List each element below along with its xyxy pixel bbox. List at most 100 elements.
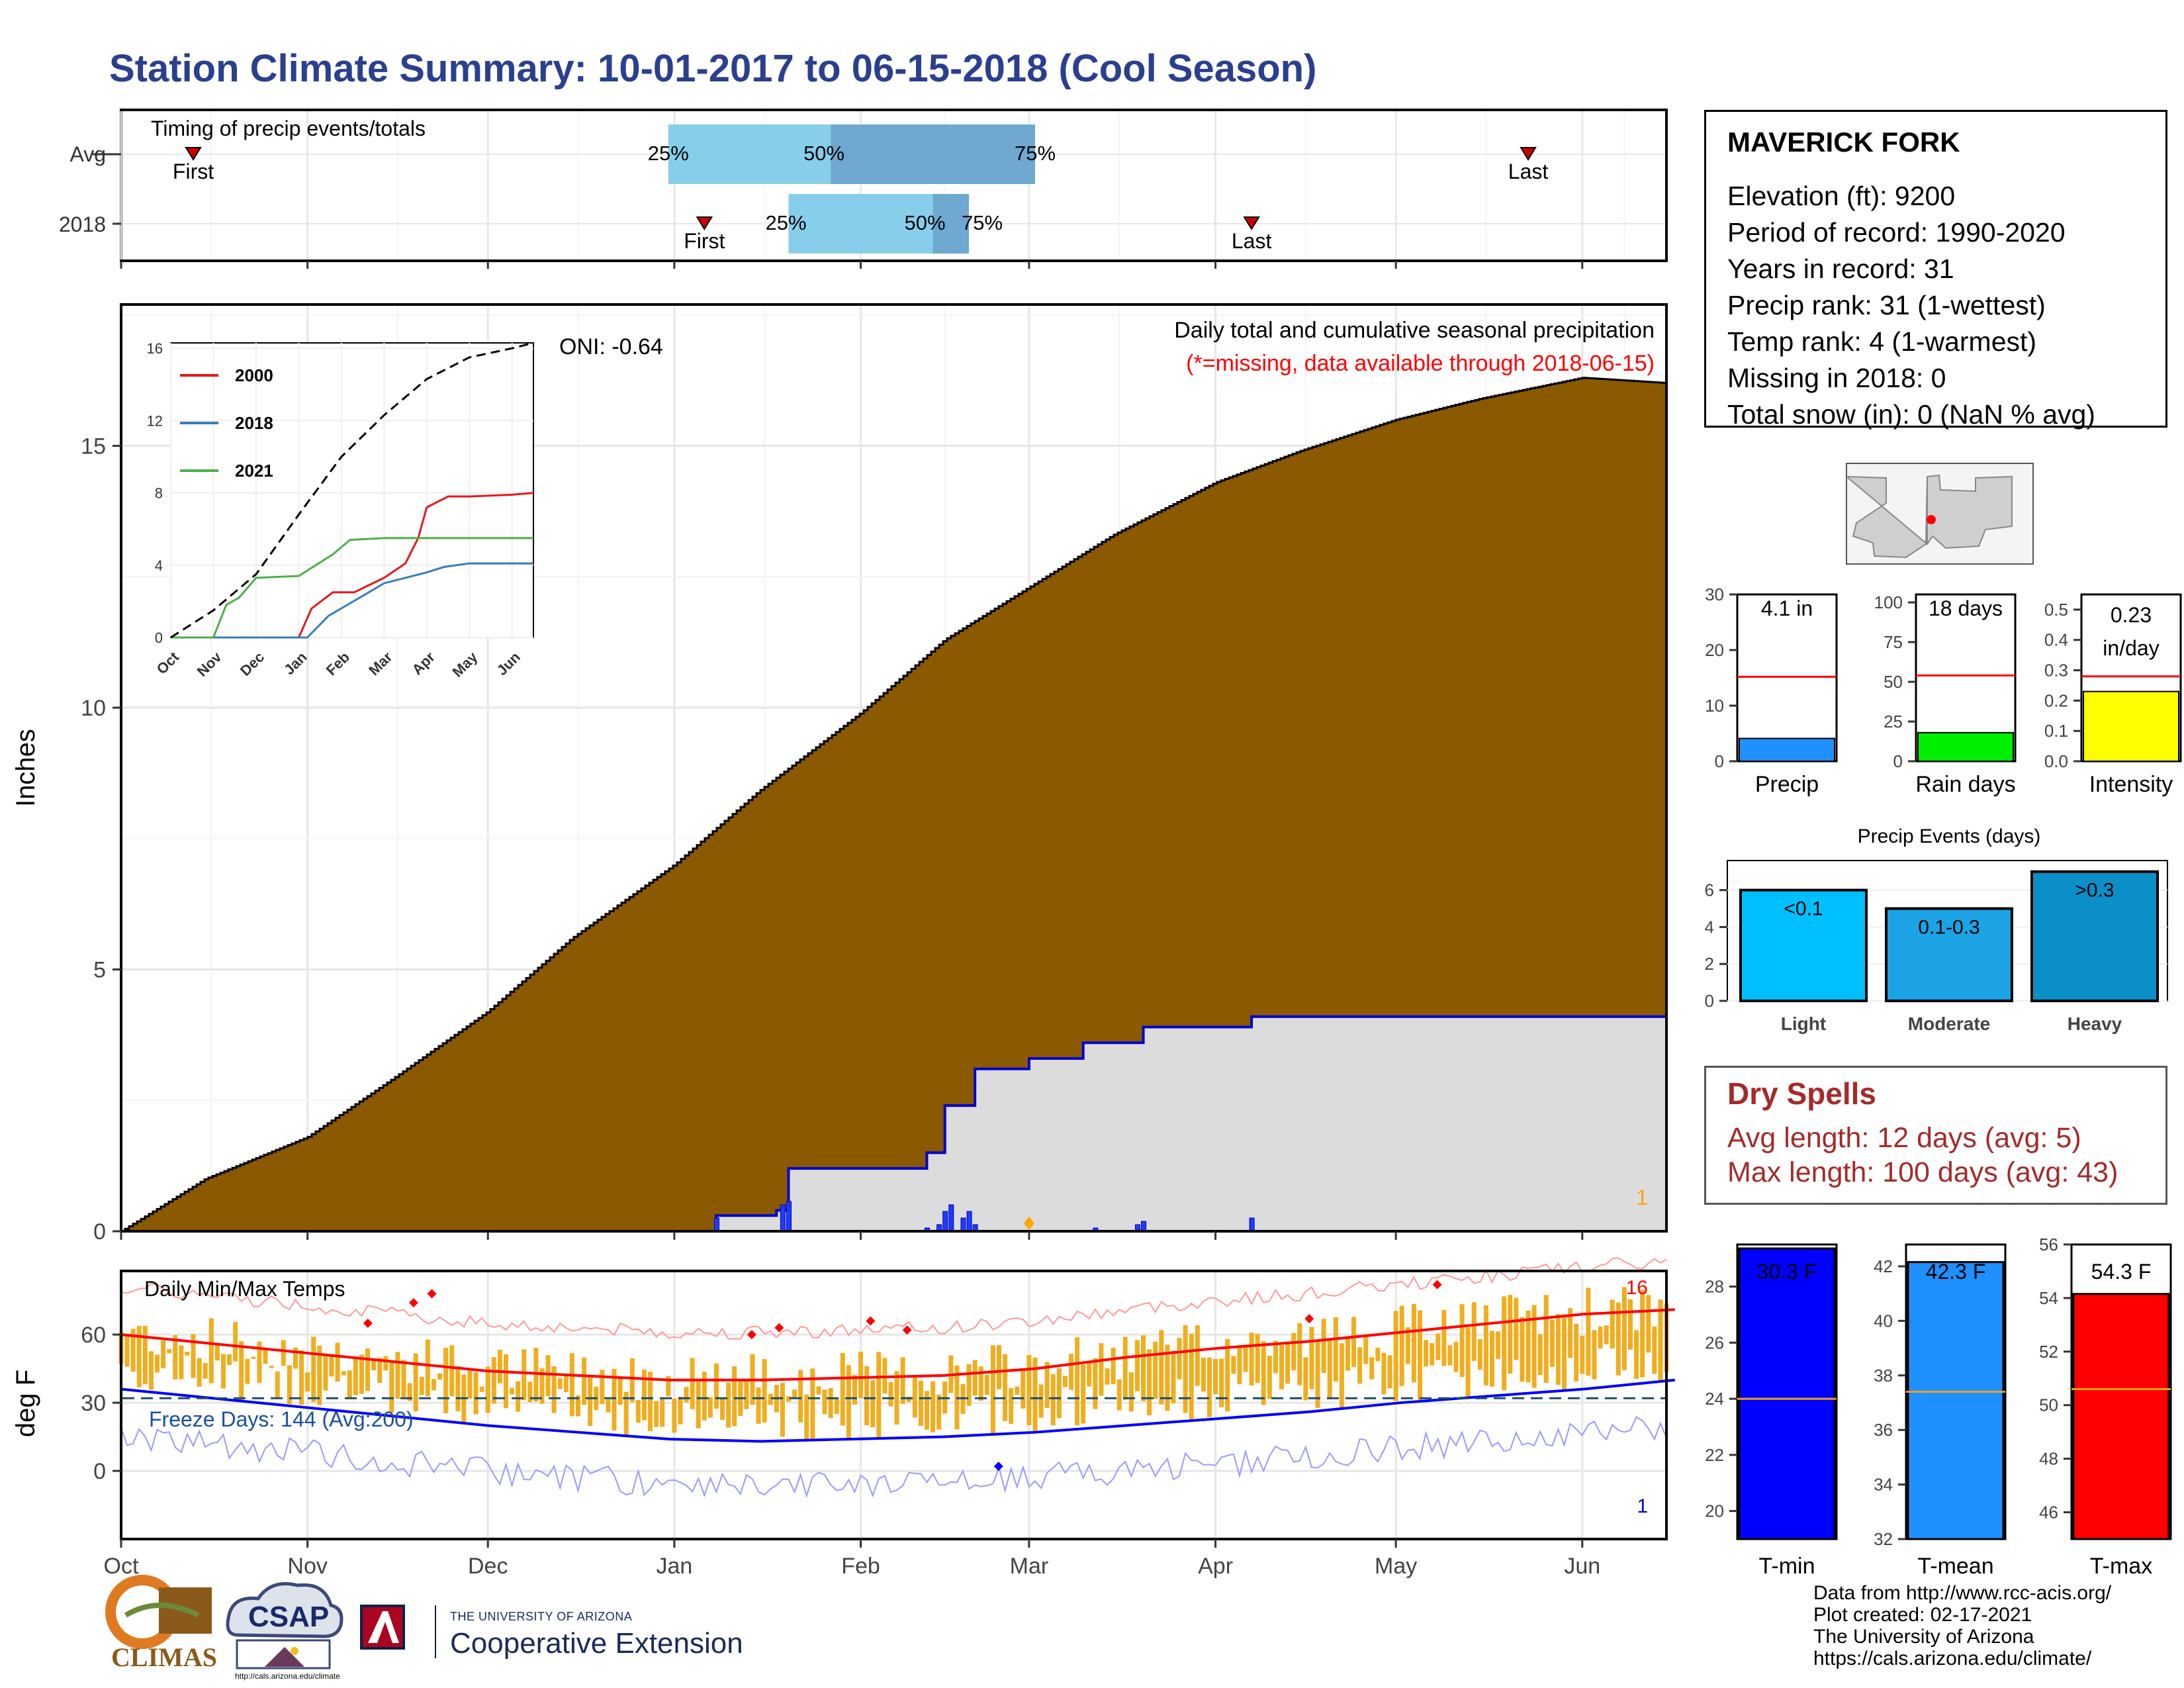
daily-temp-bar	[924, 1391, 929, 1430]
x-tick-label: May	[1375, 1554, 1417, 1579]
daily-temp-bar	[1038, 1384, 1044, 1418]
daily-temp-bar	[822, 1389, 827, 1415]
daily-temp-bar	[563, 1374, 569, 1393]
timing-bar-25-50	[668, 124, 831, 184]
daily-temp-bar	[233, 1322, 238, 1362]
ua-logo-letter	[368, 1611, 399, 1643]
daily-temp-bar	[1435, 1333, 1441, 1360]
daily-temp-bar	[1032, 1358, 1038, 1432]
daily-temp-bar	[1026, 1354, 1032, 1426]
summary-bar-ytick-label: 0	[1893, 751, 1903, 771]
temp-bar-ytick-label: 42	[1874, 1256, 1893, 1276]
daily-temp-bar	[1225, 1338, 1230, 1412]
daily-temp-bar	[1574, 1323, 1579, 1382]
daily-temp-bar	[726, 1382, 731, 1428]
precip-panel-title: Daily total and cumulative seasonal prec…	[1174, 318, 1655, 343]
station-temp-rank: Temp rank: 4 (1-warmest)	[1727, 326, 2037, 357]
daily-temp-bar	[1303, 1357, 1308, 1401]
daily-temp-bar	[1044, 1362, 1050, 1408]
daily-temp-bar	[732, 1366, 737, 1427]
daily-temp-bar	[672, 1398, 677, 1433]
daily-precip-bar	[1141, 1221, 1147, 1232]
dry-spells-box: Dry Spells Avg length: 12 days (avg: 5) …	[1704, 1066, 2167, 1205]
daily-temp-bar	[1586, 1288, 1591, 1376]
daily-temp-bar	[707, 1397, 713, 1418]
precip-ylabel: Inches	[11, 729, 40, 807]
credit-line: Plot created: 02-17-2021	[1813, 1604, 2032, 1626]
daily-temp-bar	[569, 1353, 574, 1417]
precip-events-bar	[1739, 888, 1868, 1003]
station-missing: Missing in 2018: 0	[1727, 363, 1946, 393]
daily-temp-bar	[1520, 1317, 1525, 1382]
precip-panel: Daily total and cumulative seasonal prec…	[11, 303, 1668, 1244]
timing-p75-label: 75%	[962, 211, 1003, 234]
timing-p25-label: 25%	[648, 142, 689, 165]
daily-temp-bar	[1189, 1333, 1194, 1420]
daily-temp-bar	[551, 1366, 557, 1413]
inset-line-2000	[171, 492, 534, 639]
inset-line-2021	[171, 537, 533, 639]
daily-temp-bar	[557, 1378, 563, 1389]
daily-temp-bar	[1201, 1357, 1206, 1392]
daily-temp-bar	[1580, 1335, 1585, 1374]
temp-bar-ytick-label: 46	[2039, 1503, 2058, 1523]
daily-temp-bar	[516, 1381, 521, 1412]
daily-temp-bar	[1369, 1357, 1375, 1380]
csap-cloud-icon	[226, 1582, 343, 1638]
daily-temp-bar	[1465, 1327, 1471, 1397]
first-label: First	[684, 229, 725, 253]
precip-events-ytick-label: 0	[1705, 991, 1714, 1011]
timing-panel: 25% 50% 75% First Last 25% 50% 75% First Last Tim…	[59, 109, 1668, 269]
daily-temp-bar	[1134, 1340, 1140, 1391]
daily-temp-bar	[702, 1372, 707, 1421]
cumulative-2018-line	[121, 1015, 1666, 1233]
daily-temp-bar	[918, 1380, 923, 1427]
inset-ytick-label: 12	[147, 412, 163, 429]
timing-row-label-avg: Avg	[69, 142, 106, 166]
daily-temp-bar	[1381, 1352, 1387, 1395]
daily-precip-bar	[1249, 1217, 1255, 1232]
daily-temp-bar	[1441, 1310, 1447, 1366]
daily-temp-bar	[251, 1356, 256, 1359]
daily-temp-bar	[888, 1382, 893, 1407]
temp-bar-ytick-label: 38	[1874, 1366, 1893, 1385]
temp-bar-ytick-label: 54	[2039, 1288, 2058, 1308]
csap-sun-icon	[291, 1647, 298, 1655]
daily-temp-bar	[167, 1349, 172, 1354]
summary-bar-ytick-label: 0.2	[2044, 690, 2068, 710]
temp-bar-ytick-label: 22	[1705, 1445, 1724, 1465]
daily-temp-bar	[497, 1350, 502, 1383]
record-high-marker	[774, 1323, 784, 1333]
daily-temp-bar	[173, 1335, 178, 1380]
precip-events-ytick-label: 4	[1705, 917, 1714, 937]
temp-bar-name: T-mean	[1917, 1554, 1993, 1579]
daily-temp-bar	[870, 1380, 876, 1428]
daily-temp-bar	[124, 1335, 130, 1367]
daily-temp-bar	[786, 1396, 792, 1402]
daily-temp-bar	[1297, 1323, 1302, 1385]
daily-temp-bar	[1249, 1333, 1254, 1386]
daily-temp-bar	[1652, 1326, 1657, 1374]
daily-temp-bar	[1598, 1326, 1603, 1349]
daily-temp-bar	[142, 1325, 148, 1385]
daily-temp-bar	[972, 1360, 978, 1396]
daily-temp-bar	[768, 1393, 773, 1405]
daily-temp-bar	[1357, 1347, 1363, 1384]
station-location-marker	[1927, 515, 1936, 524]
record-high-marker	[1304, 1314, 1314, 1324]
daily-temp-bar	[1592, 1330, 1597, 1380]
csap-url-text: http://cals.arizona.edu/climate	[235, 1671, 340, 1681]
daily-temp-bar	[1099, 1343, 1104, 1396]
temp-bar-value-label: 42.3 F	[1926, 1260, 1986, 1284]
daily-temp-bar	[305, 1372, 310, 1392]
station-name: MAVERICK FORK	[1727, 126, 1960, 158]
avg-cumulative-outline	[121, 377, 1667, 1233]
daily-temp-bar	[220, 1354, 226, 1389]
daily-temp-bar	[203, 1363, 208, 1379]
daily-temp-bar	[1543, 1295, 1549, 1383]
daily-temp-bar	[148, 1351, 154, 1390]
temp-bar-ytick-label: 56	[2039, 1235, 2058, 1254]
daily-temp-bar	[275, 1371, 280, 1398]
x-tick-label: Apr	[1198, 1554, 1233, 1579]
